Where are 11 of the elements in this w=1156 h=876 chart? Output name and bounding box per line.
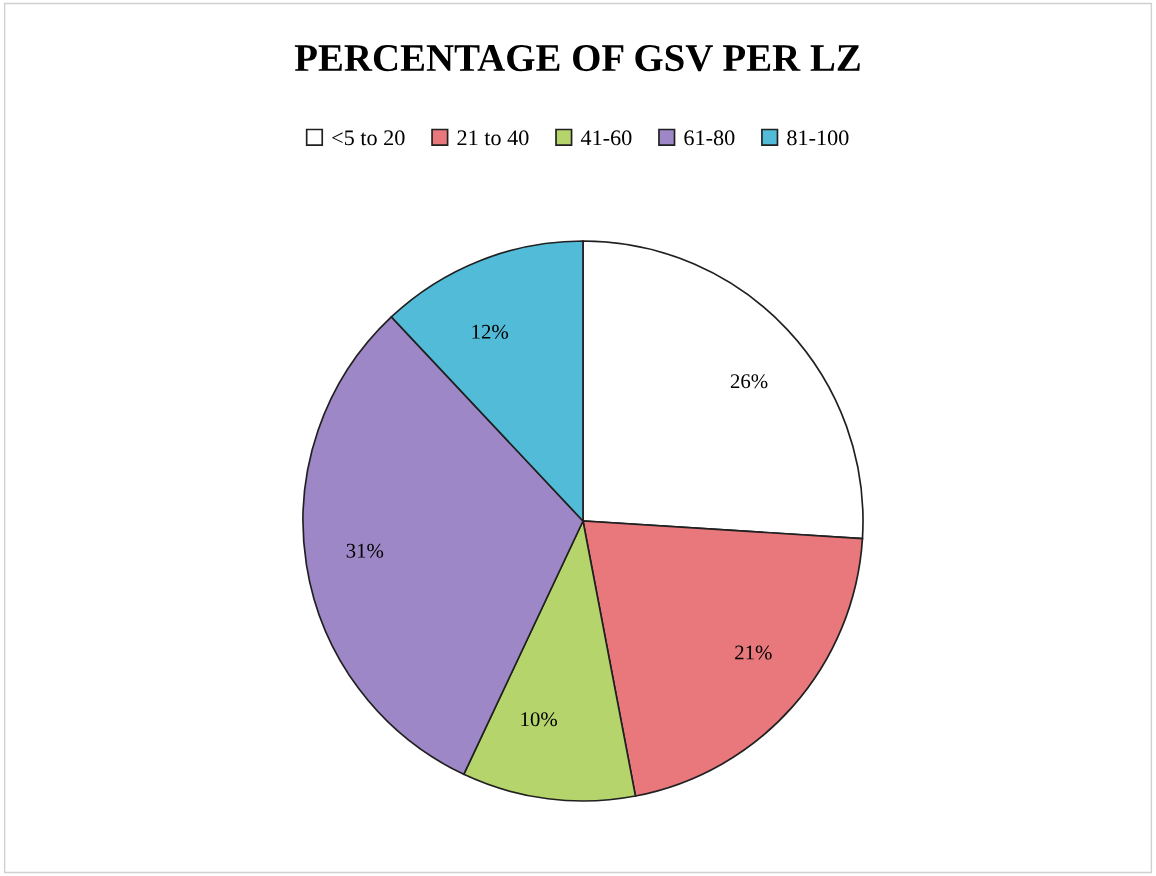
chart-title: PERCENTAGE OF GSV PER LZ <box>294 45 860 72</box>
legend-label: <5 to 20 <box>332 130 405 146</box>
legend-label: 41-60 <box>580 130 632 146</box>
data-label: 21% <box>735 645 772 660</box>
data-label: 12% <box>472 324 509 339</box>
data-label: 31% <box>346 543 384 558</box>
legend-label: 21 to 40 <box>457 130 529 146</box>
legend-label: 61-80 <box>684 130 735 146</box>
data-label: 10% <box>521 712 558 727</box>
data-label: 26% <box>730 374 768 389</box>
legend-label: 81-100 <box>787 130 849 146</box>
